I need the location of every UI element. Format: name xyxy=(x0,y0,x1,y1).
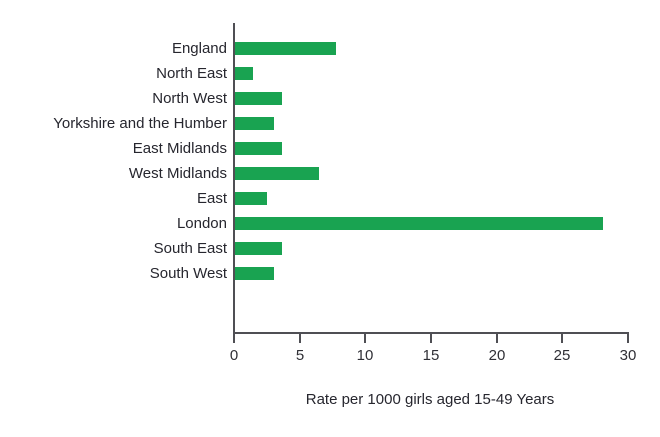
x-axis-tick-mark xyxy=(496,334,498,343)
x-axis-title: Rate per 1000 girls aged 15-49 Years xyxy=(305,391,555,408)
bar xyxy=(235,142,282,155)
category-label: North West xyxy=(152,89,227,107)
category-label: England xyxy=(171,39,227,57)
category-label: South East xyxy=(153,239,227,257)
bar xyxy=(235,67,253,80)
x-axis-tick-label: 5 xyxy=(295,347,305,364)
x-axis-line xyxy=(233,332,629,334)
x-axis-tick-mark xyxy=(627,334,629,343)
bar xyxy=(235,192,267,205)
bar xyxy=(235,92,282,105)
x-axis-tick-label: 0 xyxy=(229,347,239,364)
x-axis-tick-label: 10 xyxy=(356,347,374,364)
x-axis-tick-mark xyxy=(233,334,235,343)
x-axis-tick-label: 30 xyxy=(619,347,637,364)
category-label: East xyxy=(196,189,227,207)
bar xyxy=(235,267,274,280)
x-axis-tick-label: 25 xyxy=(553,347,571,364)
x-axis-tick-mark xyxy=(364,334,366,343)
category-label: West Midlands xyxy=(128,164,227,182)
y-axis-line xyxy=(233,23,235,334)
bar xyxy=(235,42,336,55)
category-label: London xyxy=(176,214,227,232)
x-axis-tick-mark xyxy=(299,334,301,343)
category-label: South West xyxy=(149,264,227,282)
bar xyxy=(235,242,282,255)
x-axis-tick-label: 15 xyxy=(422,347,440,364)
category-label: North East xyxy=(156,64,227,82)
category-label: Yorkshire and the Humber xyxy=(53,114,227,132)
bar xyxy=(235,167,319,180)
x-axis-tick-mark xyxy=(561,334,563,343)
x-axis-tick-mark xyxy=(430,334,432,343)
bar xyxy=(235,217,603,230)
bar xyxy=(235,117,274,130)
category-label: East Midlands xyxy=(132,139,227,157)
x-axis-tick-label: 20 xyxy=(488,347,506,364)
